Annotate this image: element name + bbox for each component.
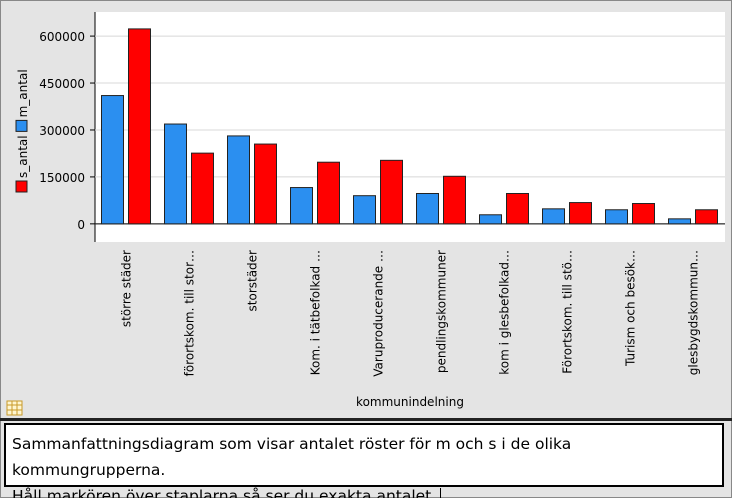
divider [0, 418, 732, 421]
legend-label: s_antal [16, 135, 30, 178]
y-tick-label: 600000 [39, 30, 85, 44]
legend-swatch [15, 119, 28, 132]
bar [569, 202, 592, 225]
x-axis-label: kommunindelning [356, 395, 464, 409]
cursor [440, 487, 442, 498]
x-tick-label: förortskom. till stor… [183, 250, 197, 376]
bar [542, 208, 565, 225]
bar [164, 123, 187, 225]
text-box[interactable]: Sammanfattningsdiagram som visar antalet… [4, 423, 724, 498]
bar [668, 218, 691, 225]
bar [254, 143, 277, 225]
bar [191, 152, 214, 225]
legend: s_antal m_antal [15, 69, 30, 193]
bar [632, 203, 655, 225]
legend-label: m_antal [16, 69, 30, 117]
x-tick-label: glesbygdskommun… [687, 250, 701, 375]
y-tick-label: 450000 [39, 77, 85, 91]
y-tick-label: 300000 [39, 124, 85, 138]
x-tick-label: större städer [120, 250, 134, 327]
bar [506, 192, 529, 225]
plot-area [95, 12, 725, 242]
bar [101, 95, 124, 225]
bar [290, 187, 313, 225]
x-tick-label: Kom. i tätbefolkad … [309, 250, 323, 375]
x-tick-label: kom i glesbefolkad… [498, 250, 512, 375]
legend-swatch [15, 180, 28, 193]
text-line: Sammanfattningsdiagram som visar antalet… [12, 435, 572, 479]
bar [479, 214, 502, 225]
text-line: Håll markören över staplarna så ser du e… [12, 483, 716, 498]
bar [227, 135, 250, 225]
bar [605, 209, 628, 225]
y-tick-label: 0 [77, 218, 85, 232]
x-tick-label: storstäder [246, 250, 260, 312]
x-tick-label: pendlingskommuner [435, 250, 449, 373]
table-icon [6, 400, 23, 416]
bar [380, 159, 403, 225]
bar [695, 209, 718, 225]
text: Håll markören över staplarna så ser du e… [12, 487, 437, 498]
legend-items: s_antal m_antal [15, 69, 30, 193]
x-tick-label: Varuproducerande … [372, 250, 386, 377]
y-tick-label: 150000 [39, 171, 85, 185]
bar [128, 28, 151, 225]
bar [416, 192, 439, 225]
bar [317, 161, 340, 225]
bar [443, 175, 466, 225]
x-tick-label: Turism och besök… [624, 250, 638, 367]
x-tick-label: Förortskom. till stö… [561, 250, 575, 374]
bar [353, 195, 376, 225]
